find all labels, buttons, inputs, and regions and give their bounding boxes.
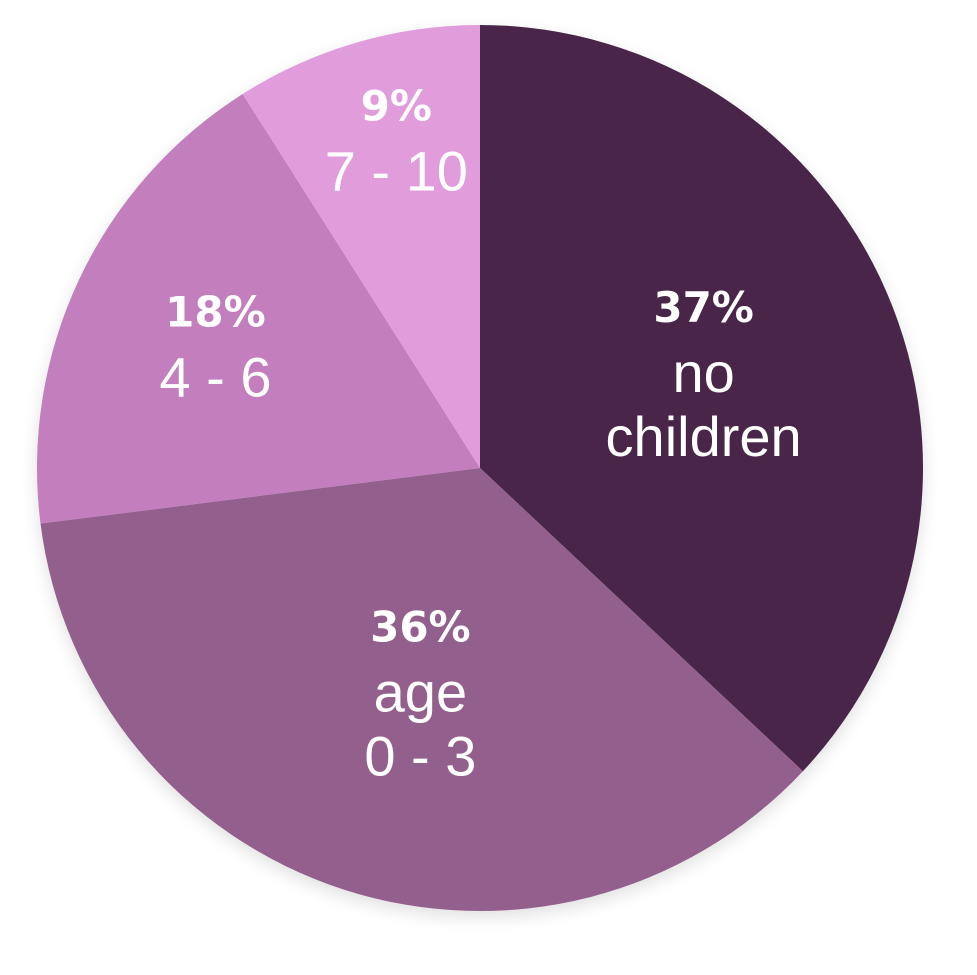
pie-slice-4	[242, 25, 480, 468]
pie-slice-2	[40, 468, 803, 912]
slice-percent-label: 18%	[165, 288, 266, 337]
slice-percent-label: 37%	[653, 283, 754, 332]
slice-category-label: 7 - 10	[325, 139, 468, 202]
slice-label-4: 9% 7 - 10	[325, 81, 468, 202]
slice-percent-label: 36%	[370, 603, 471, 652]
slice-category-label: no	[672, 341, 734, 404]
pie-slice-3	[36, 93, 480, 524]
pie-slice-1	[480, 25, 923, 772]
pie-slices	[36, 25, 923, 912]
slice-category-label: 0 - 3	[364, 725, 476, 788]
slice-category-label: children	[606, 405, 802, 468]
slice-category-label: 4 - 6	[159, 346, 271, 409]
slice-category-label: age	[374, 661, 467, 724]
slice-label-3: 18% 4 - 6	[159, 288, 271, 409]
slice-percent-label: 9%	[361, 81, 432, 130]
